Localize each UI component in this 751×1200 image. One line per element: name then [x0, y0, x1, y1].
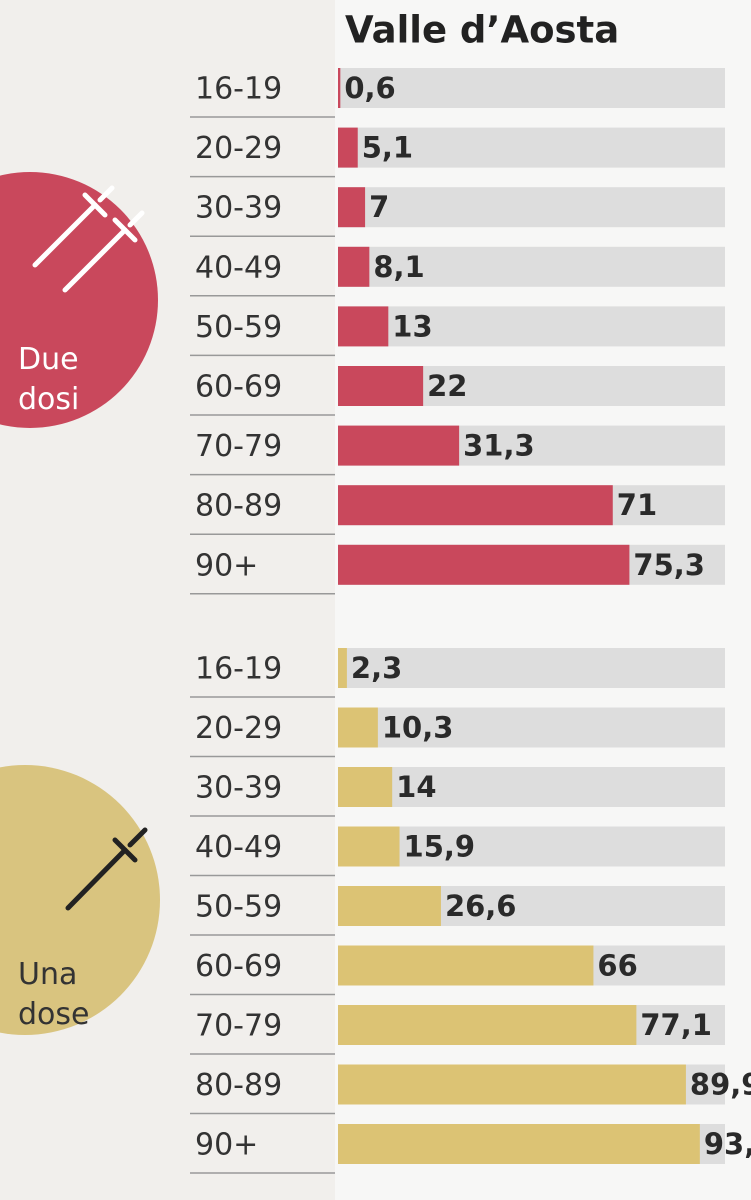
bar-track: [338, 68, 725, 108]
bar-track: [338, 767, 725, 807]
category-label: 16-19: [195, 72, 282, 107]
bar: [338, 648, 347, 688]
bar: [338, 1064, 686, 1105]
bar: [338, 886, 441, 926]
bar: [338, 425, 460, 466]
value-label: 2,3: [351, 651, 402, 685]
syringe-icon: [65, 827, 148, 911]
bar: [338, 707, 378, 748]
bar-track: [338, 707, 725, 748]
value-label: 10,3: [382, 711, 454, 745]
value-label: 66: [597, 949, 637, 983]
category-label: 70-79: [195, 429, 282, 464]
category-label: 90+: [195, 548, 258, 583]
bar: [338, 246, 370, 287]
value-label: 22: [427, 369, 467, 403]
value-label: 8,1: [373, 250, 424, 284]
bar: [338, 68, 341, 108]
category-label: 90+: [195, 1128, 258, 1163]
category-label: 40-49: [195, 830, 282, 865]
circle-label: Due dosi: [18, 342, 80, 417]
category-label: 60-69: [195, 370, 282, 405]
bar: [338, 945, 594, 986]
bar: [338, 366, 424, 406]
category-label: 80-89: [195, 489, 282, 524]
bar-track: [338, 826, 725, 867]
category-label: 50-59: [195, 310, 282, 345]
category-label: 40-49: [195, 250, 282, 285]
bar: [338, 127, 358, 168]
bar-track: [338, 648, 725, 688]
bar: [338, 1005, 637, 1045]
bar: [338, 544, 630, 585]
bar: [338, 485, 613, 526]
value-label: 75,3: [633, 548, 705, 582]
syringe-icon: [32, 185, 145, 293]
bar-track: [338, 306, 725, 347]
circle-label: Una dose: [18, 957, 90, 1032]
category-label: 20-29: [195, 131, 282, 166]
value-label: 7: [369, 190, 389, 224]
category-label: 50-59: [195, 890, 282, 925]
bar: [338, 1124, 700, 1164]
value-label: 15,9: [404, 830, 476, 864]
category-label: 70-79: [195, 1009, 282, 1044]
value-label: 77,1: [640, 1008, 712, 1042]
category-label: 30-39: [195, 191, 282, 226]
bar-track: [338, 246, 725, 287]
category-label: 80-89: [195, 1068, 282, 1103]
bar: [338, 306, 389, 347]
category-label: 16-19: [195, 652, 282, 687]
value-label: 31,3: [463, 429, 535, 463]
bar-track: [338, 187, 725, 228]
bar: [338, 767, 393, 807]
value-label: 13: [392, 309, 432, 343]
category-label: 20-29: [195, 711, 282, 746]
value-label: 71: [617, 488, 657, 522]
value-label: 89,9: [690, 1068, 751, 1102]
title: Valle d’Aosta: [345, 9, 619, 52]
bar-track: [338, 127, 725, 168]
bar: [338, 826, 400, 867]
value-label: 0,6: [344, 71, 395, 105]
value-label: 14: [396, 770, 436, 804]
category-label: 60-69: [195, 949, 282, 984]
category-label: 30-39: [195, 771, 282, 806]
value-label: 93,5: [704, 1127, 751, 1161]
value-label: 5,1: [362, 131, 413, 165]
bar: [338, 187, 366, 228]
circle-una-dose: [0, 765, 160, 1035]
value-label: 26,6: [445, 889, 517, 923]
